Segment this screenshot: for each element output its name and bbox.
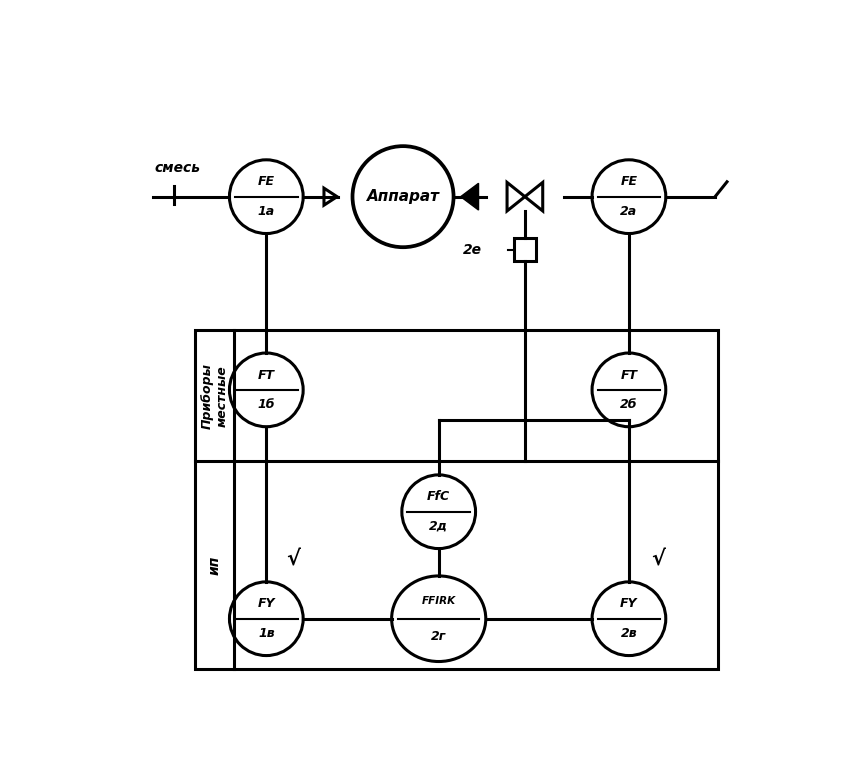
Text: 1а: 1а <box>258 205 275 218</box>
Polygon shape <box>461 183 479 210</box>
Text: 1б: 1б <box>258 398 275 411</box>
Text: FY: FY <box>258 598 275 611</box>
Text: FE: FE <box>621 175 638 188</box>
Text: FfC: FfC <box>427 490 450 503</box>
Text: √: √ <box>286 549 300 569</box>
Text: 2в: 2в <box>621 627 637 640</box>
Text: 2г: 2г <box>431 630 446 643</box>
Text: смесь: смесь <box>155 161 200 175</box>
Text: √: √ <box>651 549 666 569</box>
Text: 1в: 1в <box>258 627 275 640</box>
Text: Аппарат: Аппарат <box>366 189 439 204</box>
Text: ип: ип <box>207 556 222 575</box>
Bar <box>195 330 718 669</box>
Text: Приборы
местные: Приборы местные <box>200 363 229 428</box>
Text: 2б: 2б <box>620 398 638 411</box>
Text: 2е: 2е <box>463 242 482 256</box>
Text: FFIRK: FFIRK <box>422 596 455 606</box>
Text: 2а: 2а <box>621 205 638 218</box>
Text: FT: FT <box>258 368 275 381</box>
Text: FE: FE <box>258 175 275 188</box>
Text: 2д: 2д <box>429 520 449 533</box>
Text: FT: FT <box>621 368 638 381</box>
Text: FY: FY <box>620 598 638 611</box>
Bar <box>514 239 536 261</box>
